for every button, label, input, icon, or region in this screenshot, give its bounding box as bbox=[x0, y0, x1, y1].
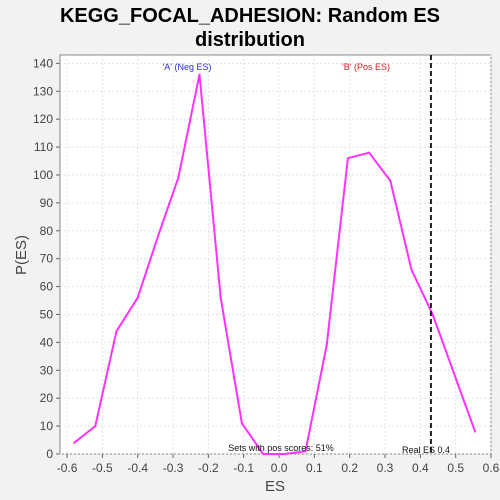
y-tick-label: 10 bbox=[40, 419, 54, 433]
x-tick-label: 0.1 bbox=[306, 461, 323, 475]
y-tick-label: 20 bbox=[40, 391, 54, 405]
chart-title-line1: KEGG_FOCAL_ADHESION: Random ES bbox=[60, 5, 440, 27]
data-point bbox=[347, 157, 349, 159]
y-tick-label: 50 bbox=[40, 307, 54, 321]
sets-pos-scores-label: Sets with pos scores: 51% bbox=[228, 443, 334, 453]
pos-es-label: 'B' (Pos ES) bbox=[342, 62, 390, 72]
x-axis-label: ES bbox=[265, 478, 285, 495]
data-point bbox=[199, 74, 201, 76]
data-point bbox=[262, 453, 264, 455]
x-tick-label: -0.4 bbox=[127, 461, 148, 475]
data-point bbox=[158, 233, 160, 235]
y-tick-label: 70 bbox=[40, 252, 54, 266]
y-tick-label: 140 bbox=[33, 56, 53, 70]
data-point bbox=[474, 431, 476, 433]
x-tick-label: -0.6 bbox=[57, 461, 78, 475]
y-tick-label: 0 bbox=[46, 447, 53, 461]
data-point bbox=[283, 453, 285, 455]
data-point bbox=[116, 330, 118, 332]
data-point bbox=[177, 177, 179, 179]
data-point bbox=[241, 422, 243, 424]
chart-title-line2: distribution bbox=[195, 29, 305, 51]
data-point bbox=[389, 180, 391, 182]
data-point bbox=[73, 442, 75, 444]
data-point bbox=[453, 372, 455, 374]
data-point bbox=[137, 297, 139, 299]
y-tick-label: 30 bbox=[40, 363, 54, 377]
x-tick-label: 0.0 bbox=[271, 461, 288, 475]
data-point bbox=[432, 313, 434, 315]
x-tick-label: 0.6 bbox=[483, 461, 500, 475]
x-tick-label: 0.2 bbox=[341, 461, 358, 475]
y-tick-label: 100 bbox=[33, 168, 53, 182]
data-point bbox=[368, 152, 370, 154]
y-tick-label: 110 bbox=[34, 140, 53, 154]
data-point bbox=[220, 297, 222, 299]
y-tick-label: 80 bbox=[40, 224, 54, 238]
neg-es-label: 'A' (Neg ES) bbox=[163, 62, 212, 72]
data-point bbox=[94, 425, 96, 427]
x-tick-label: -0.3 bbox=[163, 461, 184, 475]
x-tick-label: -0.5 bbox=[92, 461, 113, 475]
y-axis-label: P(ES) bbox=[13, 235, 30, 275]
plot-area bbox=[60, 55, 491, 454]
y-tick-label: 40 bbox=[40, 335, 54, 349]
y-tick-label: 130 bbox=[33, 84, 53, 98]
y-tick-label: 120 bbox=[33, 112, 53, 126]
real-es-label: Real ES 0.4 bbox=[402, 445, 450, 455]
y-tick-label: 60 bbox=[40, 280, 54, 294]
y-tick-label: 90 bbox=[40, 196, 54, 210]
x-tick-label: 0.4 bbox=[412, 461, 429, 475]
data-point bbox=[326, 344, 328, 346]
data-point bbox=[411, 269, 413, 271]
x-tick-label: 0.3 bbox=[377, 461, 394, 475]
x-tick-label: -0.1 bbox=[233, 461, 254, 475]
x-tick-label: 0.5 bbox=[447, 461, 464, 475]
x-tick-label: -0.2 bbox=[198, 461, 219, 475]
